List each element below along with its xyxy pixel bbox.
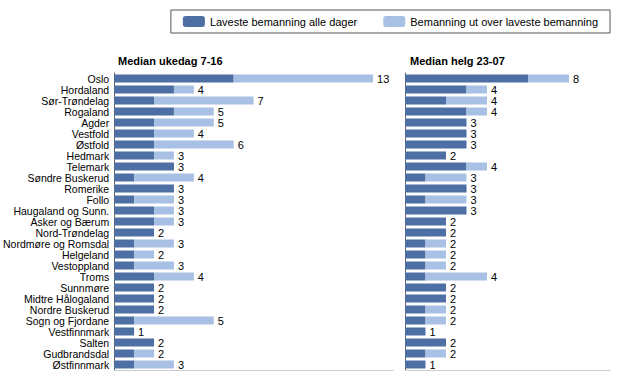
svg-text:4: 4 [491, 83, 498, 96]
svg-text:3: 3 [178, 260, 184, 272]
svg-text:Østfold: Østfold [75, 138, 110, 151]
svg-text:3: 3 [177, 182, 185, 195]
svg-text:Gudbrandsdal: Gudbrandsdal [43, 347, 110, 360]
svg-text:1: 1 [138, 326, 144, 338]
svg-text:3: 3 [177, 149, 185, 162]
svg-text:2: 2 [158, 249, 164, 261]
svg-text:3: 3 [470, 193, 477, 206]
svg-text:2: 2 [158, 304, 164, 316]
svg-text:3: 3 [470, 127, 477, 140]
svg-text:4: 4 [198, 84, 204, 96]
svg-text:Telemark: Telemark [66, 160, 110, 173]
svg-text:2: 2 [450, 248, 457, 261]
svg-text:Median helg 23-07: Median helg 23-07 [410, 55, 505, 67]
svg-text:4: 4 [491, 106, 497, 118]
svg-text:Nord-Trøndelag: Nord-Trøndelag [35, 226, 110, 239]
svg-text:8: 8 [573, 73, 579, 85]
svg-text:Helgeland: Helgeland [61, 248, 110, 261]
svg-text:4: 4 [491, 271, 497, 283]
svg-text:Vestoppland: Vestoppland [51, 259, 110, 272]
svg-text:2: 2 [450, 226, 457, 239]
svg-text:4: 4 [491, 94, 498, 107]
svg-text:2: 2 [450, 260, 456, 272]
svg-text:6: 6 [238, 139, 244, 151]
svg-text:Sunnmøre: Sunnmøre [60, 281, 110, 294]
svg-text:7: 7 [258, 95, 264, 107]
svg-text:Salten: Salten [79, 336, 110, 349]
svg-text:5: 5 [217, 105, 224, 118]
svg-text:2: 2 [450, 281, 457, 294]
svg-text:Vestfinnmark: Vestfinnmark [48, 325, 110, 338]
svg-text:3: 3 [471, 139, 477, 151]
svg-text:2: 2 [450, 303, 457, 316]
svg-text:3: 3 [470, 171, 477, 184]
svg-text:2: 2 [158, 348, 164, 360]
svg-text:Midtre Hålogaland: Midtre Hålogaland [24, 292, 110, 305]
svg-text:1: 1 [430, 359, 436, 371]
svg-text:3: 3 [177, 193, 185, 206]
svg-text:5: 5 [218, 117, 224, 129]
svg-text:3: 3 [178, 359, 184, 371]
svg-text:2: 2 [450, 237, 457, 250]
svg-text:Haugaland og Sunn.: Haugaland og Sunn. [13, 204, 110, 217]
svg-text:2: 2 [158, 336, 165, 349]
svg-text:3: 3 [177, 204, 185, 217]
svg-text:13: 13 [377, 73, 389, 85]
svg-text:2: 2 [450, 215, 457, 228]
svg-text:4: 4 [198, 172, 204, 184]
svg-text:Østfinnmark: Østfinnmark [53, 359, 110, 371]
svg-text:Bemanning ut over laveste bema: Bemanning ut over laveste bemanning [410, 16, 598, 28]
svg-text:2: 2 [450, 150, 456, 162]
svg-text:Søndre Buskerud: Søndre Buskerud [27, 171, 110, 184]
svg-text:2: 2 [450, 336, 457, 349]
svg-text:3: 3 [178, 161, 184, 173]
svg-text:Vestfold: Vestfold [71, 127, 110, 140]
svg-text:2: 2 [450, 315, 456, 327]
svg-text:Romerike: Romerike [64, 182, 110, 195]
svg-text:5: 5 [218, 315, 224, 327]
svg-text:Asker og Bærum: Asker og Bærum [30, 215, 110, 228]
svg-text:Nordre Buskerud: Nordre Buskerud [29, 303, 110, 316]
svg-text:3: 3 [470, 116, 477, 129]
svg-text:Hedmark: Hedmark [66, 149, 110, 162]
svg-text:Rogaland: Rogaland [64, 105, 110, 118]
svg-text:2: 2 [158, 227, 164, 239]
svg-text:Follo: Follo [86, 193, 110, 206]
svg-text:Median ukedag 7-16: Median ukedag 7-16 [118, 55, 223, 67]
svg-text:4: 4 [491, 161, 497, 173]
svg-text:Agder: Agder [81, 116, 110, 129]
svg-text:Oslo: Oslo [87, 72, 110, 85]
svg-text:4: 4 [198, 271, 204, 283]
svg-text:Laveste bemanning alle dager: Laveste bemanning alle dager [210, 16, 358, 28]
svg-text:Sogn og Fjordane: Sogn og Fjordane [25, 314, 110, 327]
svg-text:1: 1 [430, 326, 436, 338]
svg-text:3: 3 [178, 216, 184, 228]
svg-text:Sør-Trøndelag: Sør-Trøndelag [41, 94, 110, 107]
svg-text:2: 2 [450, 348, 456, 360]
svg-text:3: 3 [178, 238, 184, 250]
svg-text:4: 4 [198, 128, 204, 140]
svg-text:Nordmøre og Romsdal: Nordmøre og Romsdal [3, 237, 110, 250]
svg-text:2: 2 [158, 281, 165, 294]
svg-text:3: 3 [471, 205, 477, 217]
svg-text:2: 2 [450, 292, 457, 305]
svg-text:2: 2 [158, 292, 165, 305]
svg-text:3: 3 [470, 182, 477, 195]
svg-text:Troms: Troms [79, 270, 110, 283]
svg-text:Hordaland: Hordaland [60, 83, 110, 96]
